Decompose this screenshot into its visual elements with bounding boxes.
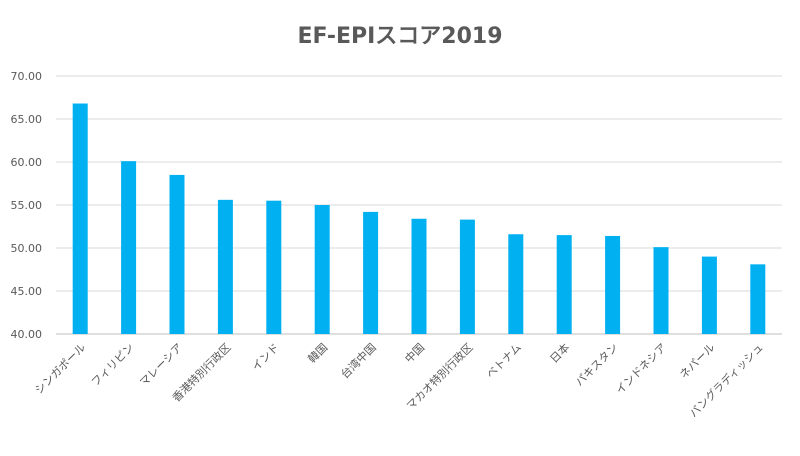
- bar: [363, 211, 379, 334]
- y-tick-label: 40.00: [11, 328, 43, 341]
- bar: [508, 234, 524, 334]
- y-tick-label: 45.00: [11, 285, 43, 298]
- x-tick-label: 日本: [547, 340, 572, 365]
- y-tick-label: 50.00: [11, 242, 43, 255]
- x-tick-label: インドネシア: [613, 341, 669, 397]
- x-tick-label: 中国: [402, 341, 427, 366]
- bar: [217, 199, 233, 334]
- y-axis-ticks: 40.00 45.00 50.00 55.00 60.00 65.00 70.00: [11, 70, 43, 341]
- bar: [605, 235, 621, 334]
- y-tick-label: 60.00: [11, 156, 43, 169]
- bar: [556, 235, 572, 334]
- bar: [314, 205, 330, 334]
- x-tick-label: マレーシア: [137, 341, 185, 389]
- bars: [72, 103, 766, 335]
- chart-title: EF-EPIスコア2019: [297, 24, 503, 49]
- x-tick-label: パキスタン: [573, 341, 621, 389]
- x-tick-label: フィリピン: [89, 341, 137, 389]
- x-tick-label: シンガポール: [32, 341, 88, 397]
- bar: [266, 200, 282, 334]
- bar: [750, 264, 766, 334]
- y-tick-label: 55.00: [11, 199, 43, 212]
- x-tick-label: ネパール: [677, 341, 717, 381]
- x-tick-label: インド: [249, 341, 282, 374]
- bar: [121, 161, 137, 334]
- bar: [72, 103, 88, 335]
- bar: [459, 219, 475, 334]
- bar: [411, 218, 427, 334]
- x-tick-label: ベトナム: [484, 341, 524, 381]
- y-tick-label: 70.00: [11, 70, 43, 83]
- x-tick-label: 韓国: [306, 341, 331, 366]
- x-tick-label: 台湾中国: [338, 340, 379, 381]
- y-tick-label: 65.00: [11, 113, 43, 126]
- bar: [653, 247, 669, 334]
- bar: [169, 174, 185, 334]
- bar: [701, 256, 717, 334]
